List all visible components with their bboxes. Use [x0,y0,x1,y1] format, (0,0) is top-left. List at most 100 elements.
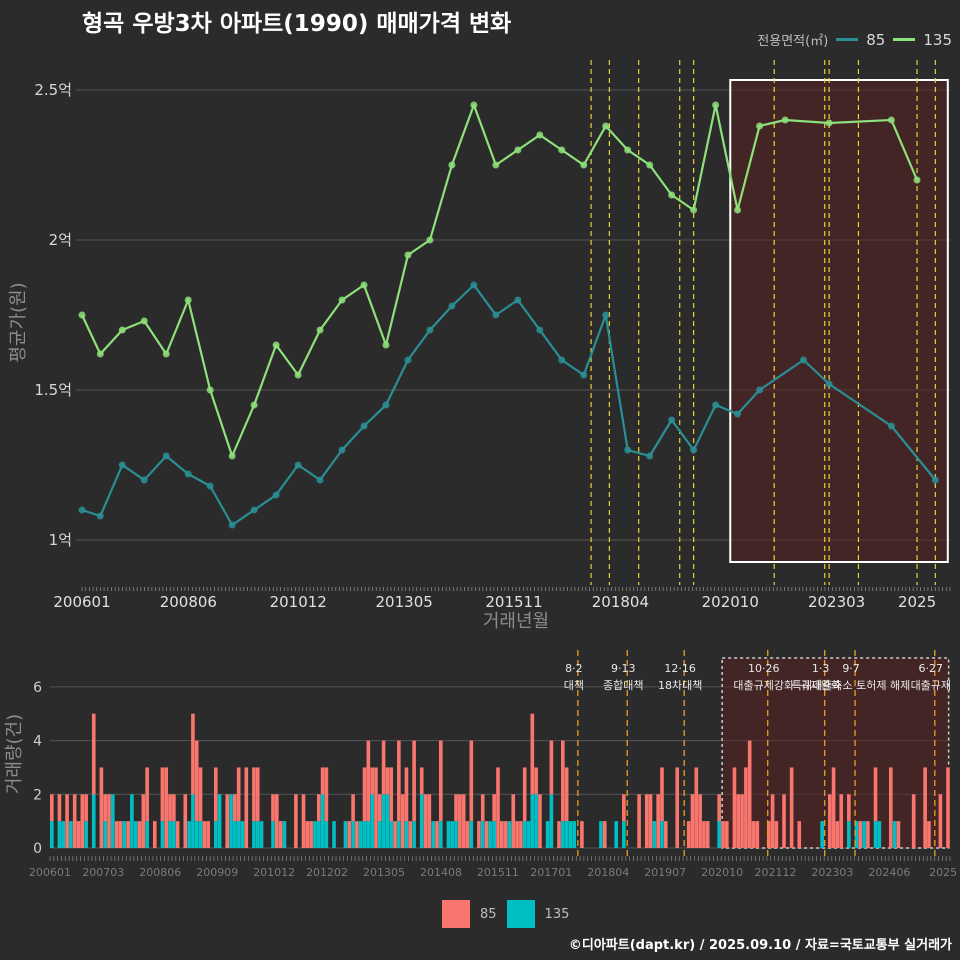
data-point-85 [470,281,478,289]
bar-85 [465,821,470,848]
data-point-85 [140,476,148,484]
data-point-135 [734,206,742,214]
bar-135 [324,821,329,848]
data-point-85 [184,470,192,478]
bar-85 [938,794,943,848]
data-point-135 [690,206,698,214]
bar-135 [873,821,878,848]
bar-135 [717,821,721,848]
bar-85 [622,794,626,822]
bar-85 [694,767,699,848]
series-line-135 [81,103,919,458]
data-point-135 [756,122,764,130]
bar-85 [175,821,180,848]
bar-85 [168,794,172,822]
bar-85 [896,821,901,848]
data-point-135 [382,341,390,349]
policy-date-label: 12·16 [664,662,696,675]
bar-x-tick-label: 202010 [701,866,743,879]
bar-x-tick-label: 201511 [477,866,519,879]
bar-85 [827,794,832,848]
bar-135 [172,821,176,848]
bar-x-tick-label: 2025 [929,866,957,879]
bar-85 [72,794,77,848]
x-tick-label: 201305 [376,593,433,611]
data-point-85 [118,461,126,469]
bar-85 [789,767,794,848]
bar-85 [397,740,401,822]
bar-85 [515,821,519,848]
data-point-135 [78,311,86,319]
bar-85 [118,821,123,848]
bar-135 [362,821,367,848]
bar-85 [755,821,760,848]
bar-85 [538,794,542,848]
legend-label-135: 135 [923,30,952,49]
legend-bottom-label-85: 85 [480,906,497,922]
bottom-legend: 85 135 [442,900,569,928]
x-tick-label: 200601 [53,593,110,611]
bar-85 [389,767,394,822]
bar-85 [732,767,737,848]
policy-date-label: 9·7 [842,662,860,675]
data-point-135 [162,350,170,358]
policy-name-label: 규제완화 [800,679,840,692]
x-tick-label: 201804 [592,593,649,611]
data-point-135 [781,116,789,124]
bar-85 [145,767,149,822]
bar-85 [744,767,748,848]
y-tick-label: 2억 [49,231,72,249]
bar-135 [91,794,96,848]
bar-135 [122,821,127,848]
bar-85 [648,794,653,848]
bar-85 [76,821,81,848]
bar-135 [332,821,336,848]
data-point-85 [382,401,390,409]
legend-swatch-135 [893,38,916,41]
bar-85 [435,821,439,848]
bar-135 [213,821,218,848]
bar-85 [80,794,85,848]
bar-85 [698,794,702,848]
bar-85 [751,821,756,848]
bar-85 [164,767,169,848]
bar-85 [347,821,352,848]
policy-name-label: 대출규제강화 [733,679,794,692]
bar-85 [770,794,775,848]
data-point-135 [580,161,588,169]
chart-title: 형곡 우방3차 아파트(1990) 매매가격 변화 [82,11,512,37]
bar-135 [507,821,512,848]
bar-85 [534,767,538,795]
bar-85 [690,794,695,848]
bar-85 [522,767,527,822]
bar-135 [366,821,371,848]
bar-135 [564,821,569,848]
bar-85 [107,794,111,848]
data-point-85 [492,311,500,319]
bar-85 [503,821,508,848]
bar-135 [194,821,199,848]
bar-135 [397,821,401,848]
bar-y-axis-title: 거래량(건) [4,714,25,794]
bar-135 [84,821,88,848]
data-point-135 [272,341,280,349]
bar-85 [740,794,744,848]
bar-135 [561,821,565,848]
y-tick-label: 2.5억 [34,81,72,99]
bar-85 [400,794,405,848]
bar-85 [377,794,382,822]
bar-85 [766,821,771,848]
legend-swatch-85 [836,38,859,41]
bar-85 [530,713,535,795]
bar-85 [393,821,397,848]
bar-85 [484,821,489,848]
data-point-85 [931,476,939,484]
bar-135 [160,821,165,848]
data-point-85 [162,452,170,460]
data-point-85 [316,476,324,484]
bar-135 [526,821,531,848]
bar-85 [271,794,275,822]
bar-135 [252,821,256,848]
bar-85 [374,767,378,848]
